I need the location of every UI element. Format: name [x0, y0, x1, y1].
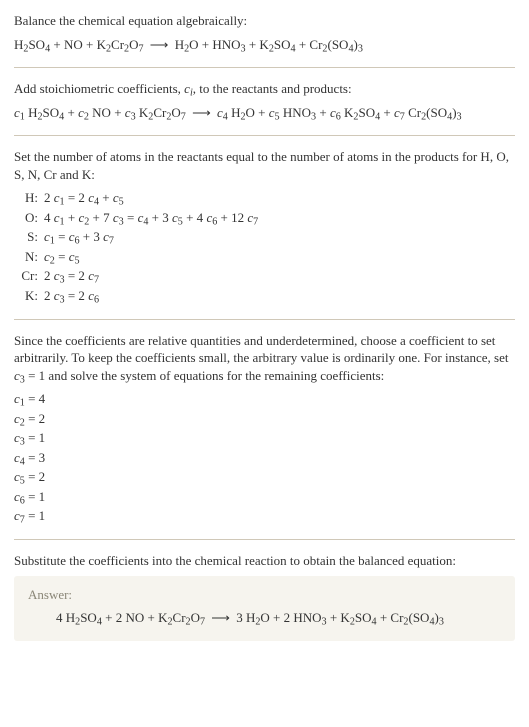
- coeff-line: c7 = 1: [14, 507, 515, 525]
- divider: [14, 319, 515, 320]
- stoich-equation: c1 H2SO4 + c2 NO + c3 K2Cr2O7 ⟶ c4 H2O +…: [14, 104, 515, 122]
- atom-eq: 2 c3 = 2 c7: [44, 267, 515, 285]
- unbalanced-lhs: H2SO4 + NO + K2Cr2O7: [14, 37, 144, 52]
- atom-row: N: c2 = c5: [14, 248, 515, 266]
- divider: [14, 67, 515, 68]
- atom-label: K:: [14, 287, 40, 305]
- section-intro: Balance the chemical equation algebraica…: [14, 12, 515, 53]
- stoich-rhs: c4 H2O + c5 HNO3 + c6 K2SO4 + c7 Cr2(SO4…: [217, 105, 462, 120]
- answer-box: Answer: 4 H2SO4 + 2 NO + K2Cr2O7 ⟶ 3 H2O…: [14, 576, 515, 641]
- balanced-rhs: 3 H2O + 2 HNO3 + K2SO4 + Cr2(SO4)3: [236, 610, 444, 625]
- unbalanced-rhs: H2O + HNO3 + K2SO4 + Cr2(SO4)3: [175, 37, 363, 52]
- coeff-line: c3 = 1: [14, 429, 515, 447]
- atom-eq: c2 = c5: [44, 248, 515, 266]
- section-final: Substitute the coefficients into the che…: [14, 552, 515, 641]
- coefficients-list: c1 = 4 c2 = 2 c3 = 1 c4 = 3 c5 = 2 c6 = …: [14, 390, 515, 525]
- atom-row: O: 4 c1 + c2 + 7 c3 = c4 + 3 c5 + 4 c6 +…: [14, 209, 515, 227]
- section-atoms: Set the number of atoms in the reactants…: [14, 148, 515, 304]
- atom-row: S: c1 = c6 + 3 c7: [14, 228, 515, 246]
- atom-eq: 2 c1 = 2 c4 + c5: [44, 189, 515, 207]
- balanced-equation: 4 H2SO4 + 2 NO + K2Cr2O7 ⟶ 3 H2O + 2 HNO…: [28, 609, 501, 627]
- atom-row: K: 2 c3 = 2 c6: [14, 287, 515, 305]
- atom-label: O:: [14, 209, 40, 227]
- answer-label: Answer:: [28, 586, 501, 604]
- atom-label: N:: [14, 248, 40, 266]
- coeff-line: c5 = 2: [14, 468, 515, 486]
- coeff-line: c2 = 2: [14, 410, 515, 428]
- atom-label: S:: [14, 228, 40, 246]
- final-text: Substitute the coefficients into the che…: [14, 552, 515, 570]
- stoich-text: Add stoichiometric coefficients, ci, to …: [14, 80, 515, 98]
- atom-row: H: 2 c1 = 2 c4 + c5: [14, 189, 515, 207]
- reaction-arrow: ⟶: [147, 37, 172, 52]
- section-stoich: Add stoichiometric coefficients, ci, to …: [14, 80, 515, 121]
- atom-eq: 2 c3 = 2 c6: [44, 287, 515, 305]
- atom-label: H:: [14, 189, 40, 207]
- balanced-lhs: 4 H2SO4 + 2 NO + K2Cr2O7: [56, 610, 205, 625]
- coeff-line: c4 = 3: [14, 449, 515, 467]
- coeff-line: c6 = 1: [14, 488, 515, 506]
- atom-row: Cr: 2 c3 = 2 c7: [14, 267, 515, 285]
- atom-label: Cr:: [14, 267, 40, 285]
- divider: [14, 539, 515, 540]
- section-solve: Since the coefficients are relative quan…: [14, 332, 515, 525]
- atoms-intro: Set the number of atoms in the reactants…: [14, 148, 515, 183]
- unbalanced-equation: H2SO4 + NO + K2Cr2O7 ⟶ H2O + HNO3 + K2SO…: [14, 36, 515, 54]
- coeff-line: c1 = 4: [14, 390, 515, 408]
- reaction-arrow: ⟶: [189, 105, 214, 120]
- reaction-arrow: ⟶: [208, 610, 233, 625]
- divider: [14, 135, 515, 136]
- atom-eq: 4 c1 + c2 + 7 c3 = c4 + 3 c5 + 4 c6 + 12…: [44, 209, 515, 227]
- atom-eq: c1 = c6 + 3 c7: [44, 228, 515, 246]
- stoich-lhs: c1 H2SO4 + c2 NO + c3 K2Cr2O7: [14, 105, 186, 120]
- solve-text: Since the coefficients are relative quan…: [14, 332, 515, 385]
- intro-title: Balance the chemical equation algebraica…: [14, 12, 515, 30]
- atom-equations: H: 2 c1 = 2 c4 + c5 O: 4 c1 + c2 + 7 c3 …: [14, 189, 515, 304]
